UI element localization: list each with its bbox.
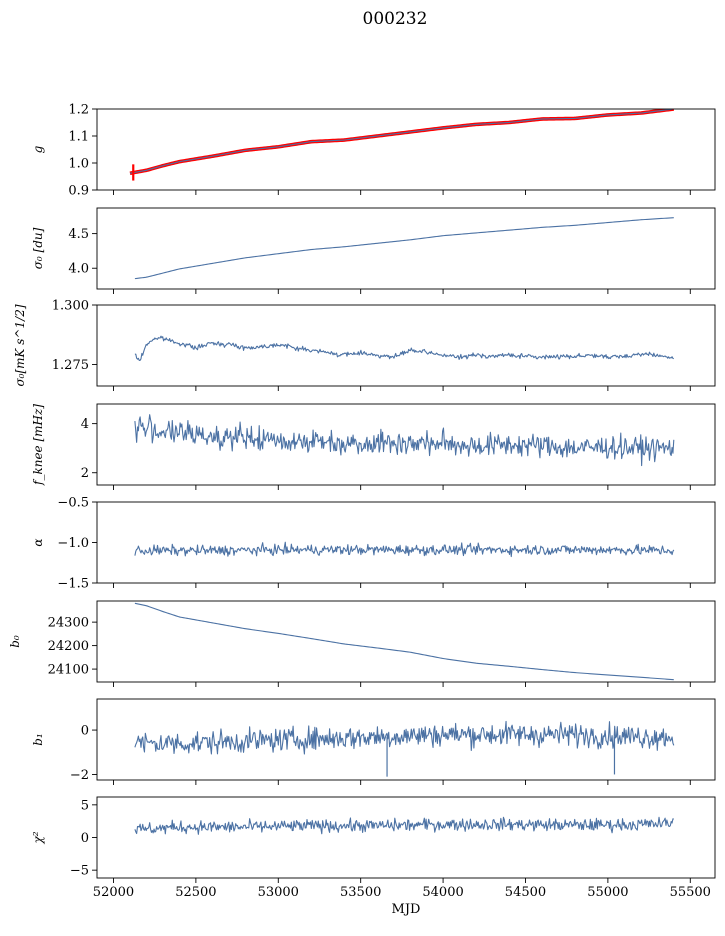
y-tick-label: 5 [81, 798, 89, 813]
y-axis-label: χ² [31, 831, 45, 844]
x-axis-label: MJD [392, 902, 421, 917]
chart-panel-5: −1.5 −1.0 −0.5 α [31, 496, 716, 592]
chart-panel-6: 24100 24200 24300 b₀ [8, 600, 716, 687]
y-tick-label: 4.5 [68, 227, 89, 242]
x-tick-label: 52000 [93, 885, 134, 900]
axes-frame [96, 304, 716, 387]
plot-area [134, 414, 675, 467]
y-tick-label: −1.5 [57, 577, 89, 592]
y-tick-label: 4.0 [68, 262, 89, 277]
chart-panel-1: 0.9 1.0 1.1 1.2 g [31, 103, 716, 199]
y-tick-label: 24200 [48, 639, 89, 654]
chart-panel-3: 1.275 1.300 σ₀[mK s^1/2] [13, 299, 716, 391]
x-tick-label: 53500 [340, 885, 381, 900]
chart-panel-8: 52000 52500 53000 53500 54000 54500 55000 55500… [31, 796, 716, 917]
y-tick-label: 1.0 [68, 157, 89, 172]
plot-area [134, 602, 674, 681]
figure-title: 000232 [363, 9, 428, 29]
plot-area [134, 335, 674, 361]
series-line-1 [134, 335, 674, 361]
y-axis-label: g [31, 145, 45, 153]
y-tick-label: 1.1 [68, 130, 89, 145]
series-line-1 [134, 602, 674, 681]
plot-area [134, 217, 674, 280]
axes-frame [96, 698, 716, 781]
series-line-1 [134, 414, 675, 467]
plot-area [134, 720, 675, 777]
y-tick-label: 1.300 [52, 299, 89, 314]
axes-frame [96, 600, 716, 683]
y-axis-label: b₁ [31, 733, 45, 746]
x-tick-label: 53000 [258, 885, 299, 900]
chart-panel-4: 2 4 f_knee [mHz] [31, 403, 716, 490]
x-tick-label: 54000 [422, 885, 463, 900]
axes-frame [96, 207, 716, 290]
axes-frame [96, 501, 716, 584]
series-line-1 [134, 541, 675, 558]
y-tick-label: 24300 [48, 616, 89, 631]
series-line-1 [134, 816, 674, 835]
chart-panel-7: −2 0 b₁ [31, 698, 716, 785]
y-tick-label: 4 [81, 417, 89, 432]
series-line-1 [134, 720, 675, 755]
plot-area [129, 109, 675, 176]
y-tick-label: 0.9 [68, 184, 89, 199]
axes-frame [96, 108, 716, 191]
axes-frame [96, 403, 716, 486]
y-tick-label: −1.0 [57, 536, 89, 551]
y-tick-label: 0 [81, 831, 89, 846]
y-axis-label: σ₀[mK s^1/2] [13, 304, 27, 386]
series-line-1 [129, 109, 675, 176]
plot-area [134, 816, 674, 835]
y-axis-label: α [31, 538, 45, 546]
y-tick-label: 24100 [48, 663, 89, 678]
axes-frame [96, 796, 716, 879]
y-tick-label: −5 [70, 864, 89, 879]
plot-area [134, 541, 675, 558]
y-tick-label: 1.275 [52, 358, 89, 373]
x-tick-label: 52500 [175, 885, 216, 900]
y-axis-label: b₀ [8, 635, 22, 648]
chart-panel-2: 4.0 4.5 σ₀ [du] [31, 207, 716, 294]
y-axis-label: σ₀ [du] [31, 227, 45, 269]
y-tick-label: 0 [81, 724, 89, 739]
series-line-2 [129, 109, 674, 174]
y-tick-label: −0.5 [57, 496, 89, 511]
y-tick-label: 1.2 [68, 103, 89, 118]
x-tick-label: 55500 [670, 885, 711, 900]
series-line-1 [134, 217, 674, 280]
x-tick-label: 55000 [587, 885, 628, 900]
y-axis-label: f_knee [mHz] [31, 404, 45, 486]
y-tick-label: 2 [81, 466, 89, 481]
panels: 0.9 1.0 1.1 1.2 g 4.0 4.5 σ₀ [du] 1.275 1.300 σ₀[m… [8, 103, 716, 917]
y-tick-label: −2 [70, 768, 89, 783]
x-tick-label: 54500 [505, 885, 546, 900]
